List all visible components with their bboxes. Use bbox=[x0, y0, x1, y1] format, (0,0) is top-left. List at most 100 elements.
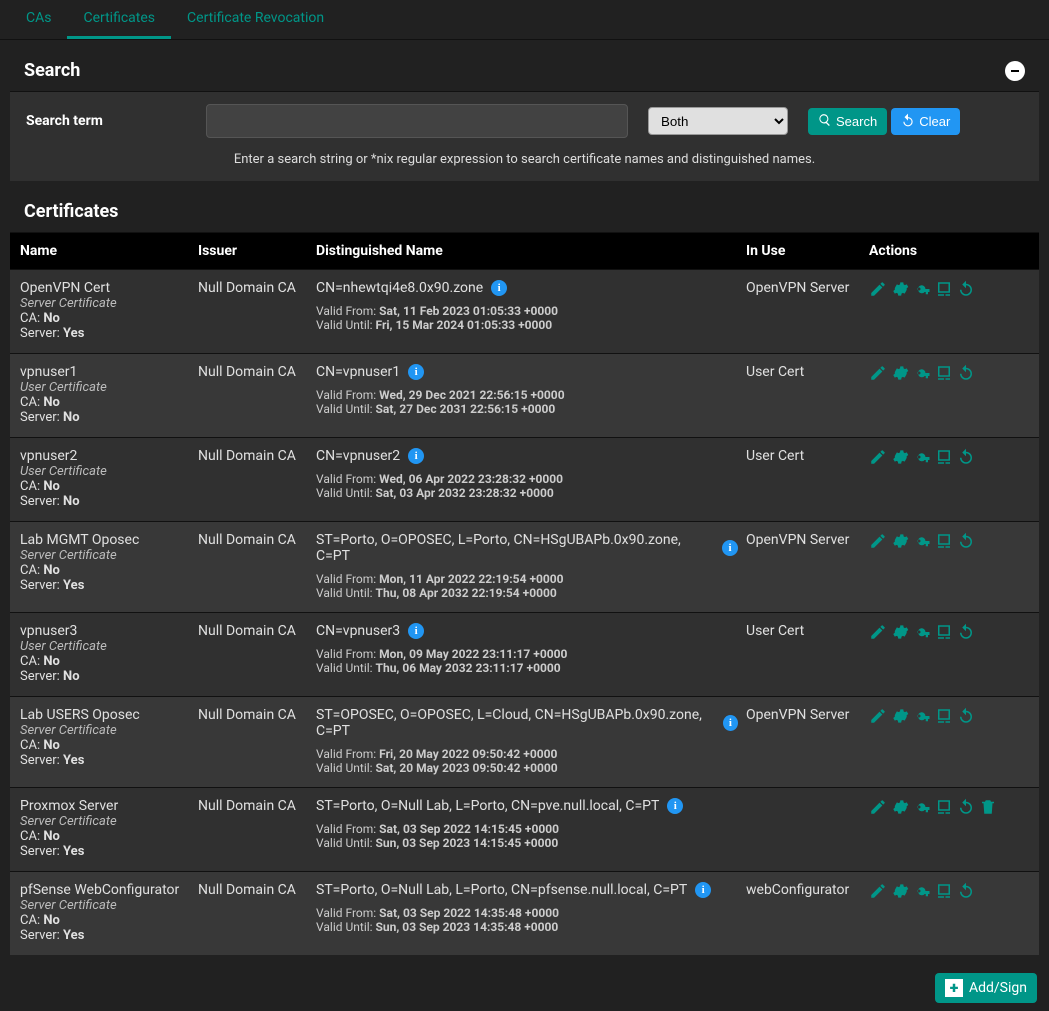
info-icon[interactable]: i bbox=[408, 448, 424, 464]
cert-type: User Certificate bbox=[20, 464, 190, 479]
trash-icon[interactable] bbox=[979, 798, 997, 816]
search-input[interactable] bbox=[206, 104, 628, 138]
edit-icon[interactable] bbox=[869, 707, 887, 725]
info-icon[interactable]: i bbox=[408, 364, 424, 380]
undo-icon bbox=[901, 113, 915, 130]
cert-server-line: Server: Yes bbox=[20, 326, 190, 341]
cert-dn-block: ST=OPOSEC, O=OPOSEC, L=Cloud, CN=HSgUBAP… bbox=[312, 707, 742, 775]
reissue-icon[interactable] bbox=[957, 798, 975, 816]
cert-inuse: OpenVPN Server bbox=[742, 707, 865, 775]
table-row: Proxmox ServerServer CertificateCA: NoSe… bbox=[10, 787, 1039, 871]
cert-ca-line: CA: No bbox=[20, 829, 190, 844]
cert-actions bbox=[865, 364, 1033, 425]
table-row: OpenVPN CertServer CertificateCA: NoServ… bbox=[10, 269, 1039, 353]
cert-inuse: OpenVPN Server bbox=[742, 280, 865, 341]
edit-icon[interactable] bbox=[869, 623, 887, 641]
search-controls: Both Search Clear bbox=[206, 104, 1023, 138]
cert-dn-block: ST=Porto, O=OPOSEC, L=Porto, CN=HSgUBAPb… bbox=[312, 532, 742, 600]
cert-issuer: Null Domain CA bbox=[194, 798, 312, 859]
key-icon[interactable] bbox=[913, 532, 931, 550]
key-icon[interactable] bbox=[913, 280, 931, 298]
export-icon[interactable] bbox=[891, 448, 909, 466]
cert-inuse bbox=[742, 798, 865, 859]
reissue-icon[interactable] bbox=[957, 364, 975, 382]
info-icon[interactable]: i bbox=[408, 623, 424, 639]
cert-icon[interactable] bbox=[935, 532, 953, 550]
cert-icon[interactable] bbox=[935, 448, 953, 466]
edit-icon[interactable] bbox=[869, 364, 887, 382]
reissue-icon[interactable] bbox=[957, 707, 975, 725]
tab-certificates[interactable]: Certificates bbox=[67, 0, 171, 39]
edit-icon[interactable] bbox=[869, 532, 887, 550]
edit-icon[interactable] bbox=[869, 448, 887, 466]
search-type-select[interactable]: Both bbox=[648, 107, 788, 135]
reissue-icon[interactable] bbox=[957, 623, 975, 641]
valid-from-line: Valid From: Fri, 20 May 2022 09:50:42 +0… bbox=[316, 747, 738, 761]
reissue-icon[interactable] bbox=[957, 882, 975, 900]
cert-name-block: vpnuser3User CertificateCA: NoServer: No bbox=[16, 623, 194, 684]
cert-actions bbox=[865, 532, 1033, 600]
add-sign-label: Add/Sign bbox=[969, 980, 1027, 996]
cert-issuer: Null Domain CA bbox=[194, 882, 312, 943]
info-icon[interactable]: i bbox=[722, 540, 738, 556]
export-icon[interactable] bbox=[891, 532, 909, 550]
cert-actions bbox=[865, 280, 1033, 341]
info-icon[interactable]: i bbox=[667, 798, 683, 814]
cert-issuer: Null Domain CA bbox=[194, 364, 312, 425]
edit-icon[interactable] bbox=[869, 798, 887, 816]
reissue-icon[interactable] bbox=[957, 532, 975, 550]
valid-until-line: Valid Until: Sat, 27 Dec 2031 22:56:15 +… bbox=[316, 402, 738, 416]
search-hint: Enter a search string or *nix regular ex… bbox=[26, 138, 1023, 177]
certificates-header: Certificates bbox=[10, 191, 1039, 233]
export-icon[interactable] bbox=[891, 882, 909, 900]
key-icon[interactable] bbox=[913, 707, 931, 725]
cert-dn: ST=OPOSEC, O=OPOSEC, L=Cloud, CN=HSgUBAP… bbox=[316, 707, 715, 739]
clear-button[interactable]: Clear bbox=[891, 108, 960, 135]
info-icon[interactable]: i bbox=[695, 882, 711, 898]
search-button[interactable]: Search bbox=[808, 108, 887, 135]
tab-certificate-revocation[interactable]: Certificate Revocation bbox=[171, 0, 340, 39]
reissue-icon[interactable] bbox=[957, 448, 975, 466]
cert-name: vpnuser3 bbox=[20, 623, 190, 639]
key-icon[interactable] bbox=[913, 798, 931, 816]
reissue-icon[interactable] bbox=[957, 280, 975, 298]
info-icon[interactable]: i bbox=[723, 715, 738, 731]
cert-name-block: Lab USERS OposecServer CertificateCA: No… bbox=[16, 707, 194, 775]
export-icon[interactable] bbox=[891, 798, 909, 816]
cert-icon[interactable] bbox=[935, 707, 953, 725]
cert-icon[interactable] bbox=[935, 364, 953, 382]
info-icon[interactable]: i bbox=[491, 280, 507, 296]
tab-cas[interactable]: CAs bbox=[10, 0, 67, 39]
add-sign-button[interactable]: + Add/Sign bbox=[935, 973, 1037, 1003]
cert-actions bbox=[865, 707, 1033, 775]
tabs: CAsCertificatesCertificate Revocation bbox=[0, 0, 1049, 40]
cert-type: Server Certificate bbox=[20, 723, 190, 738]
table-row: vpnuser1User CertificateCA: NoServer: No… bbox=[10, 353, 1039, 437]
valid-until-line: Valid Until: Thu, 06 May 2032 23:11:17 +… bbox=[316, 661, 738, 675]
edit-icon[interactable] bbox=[869, 882, 887, 900]
cert-inuse: OpenVPN Server bbox=[742, 532, 865, 600]
edit-icon[interactable] bbox=[869, 280, 887, 298]
cert-name-block: Lab MGMT OposecServer CertificateCA: NoS… bbox=[16, 532, 194, 600]
export-icon[interactable] bbox=[891, 364, 909, 382]
key-icon[interactable] bbox=[913, 882, 931, 900]
cert-name-block: pfSense WebConfiguratorServer Certificat… bbox=[16, 882, 194, 943]
key-icon[interactable] bbox=[913, 448, 931, 466]
export-icon[interactable] bbox=[891, 280, 909, 298]
export-icon[interactable] bbox=[891, 707, 909, 725]
cert-dn: CN=vpnuser2 bbox=[316, 448, 400, 464]
cert-name-block: Proxmox ServerServer CertificateCA: NoSe… bbox=[16, 798, 194, 859]
export-icon[interactable] bbox=[891, 623, 909, 641]
cert-inuse: User Cert bbox=[742, 364, 865, 425]
key-icon[interactable] bbox=[913, 623, 931, 641]
cert-icon[interactable] bbox=[935, 623, 953, 641]
cert-icon[interactable] bbox=[935, 280, 953, 298]
cert-icon[interactable] bbox=[935, 882, 953, 900]
cert-ca-line: CA: No bbox=[20, 479, 190, 494]
cert-name: vpnuser2 bbox=[20, 448, 190, 464]
key-icon[interactable] bbox=[913, 364, 931, 382]
valid-until-line: Valid Until: Sun, 03 Sep 2023 14:35:48 +… bbox=[316, 920, 738, 934]
collapse-icon[interactable] bbox=[1005, 61, 1025, 81]
cert-issuer: Null Domain CA bbox=[194, 707, 312, 775]
cert-icon[interactable] bbox=[935, 798, 953, 816]
